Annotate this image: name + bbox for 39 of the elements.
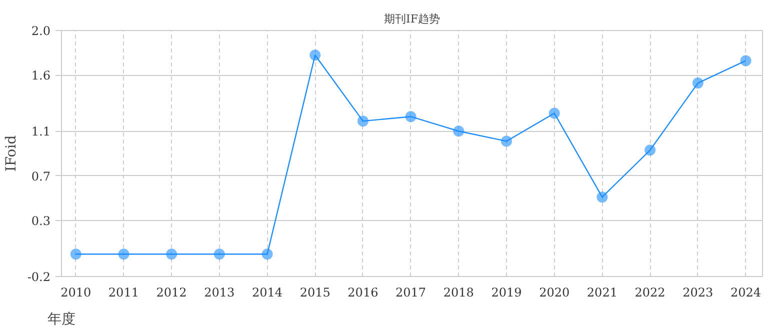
x-tick-label: 2016 — [348, 286, 378, 300]
x-tick-label: 2023 — [682, 286, 714, 300]
point — [310, 50, 321, 61]
y-tick-label: 0.3 — [31, 214, 51, 228]
y-tick-label: 1.6 — [31, 68, 51, 83]
point — [548, 108, 560, 119]
point — [405, 111, 416, 122]
x-tick-label: 2018 — [443, 286, 474, 300]
x-tick-label: 2020 — [539, 286, 570, 300]
y-tick-label: 0.7 — [31, 169, 51, 184]
point — [740, 55, 752, 66]
point — [596, 192, 608, 203]
x-tick-label: 2010 — [60, 286, 92, 300]
y-tick-label: -0.2 — [27, 270, 50, 284]
point — [262, 248, 273, 260]
y-tick-label: 1.1 — [31, 124, 51, 139]
x-tick-label: 2022 — [634, 286, 666, 300]
x-tick-label: 2012 — [156, 286, 187, 300]
point — [166, 248, 178, 260]
x-tick-label: 2013 — [204, 286, 235, 300]
y-axis-title: IFoid — [3, 135, 20, 172]
x-tick-label: 2021 — [586, 286, 618, 300]
point — [118, 248, 130, 260]
point — [357, 116, 368, 127]
x-tick-label: 2011 — [108, 286, 139, 300]
x-tick-label: 2019 — [491, 286, 522, 300]
point — [692, 78, 704, 89]
point — [214, 248, 225, 260]
y-tick-label: 2.0 — [31, 24, 51, 38]
x-tick-label: 2015 — [300, 286, 330, 300]
x-tick-label: 2017 — [396, 286, 426, 300]
point — [453, 126, 464, 137]
point — [501, 136, 512, 147]
point — [70, 248, 82, 260]
x-axis-title: 年度 — [48, 312, 76, 328]
point — [644, 144, 656, 156]
x-tick-label: 2014 — [252, 286, 283, 300]
x-tick-label: 2024 — [730, 286, 762, 300]
chart-title: 期刊IF趋势 — [384, 12, 440, 26]
